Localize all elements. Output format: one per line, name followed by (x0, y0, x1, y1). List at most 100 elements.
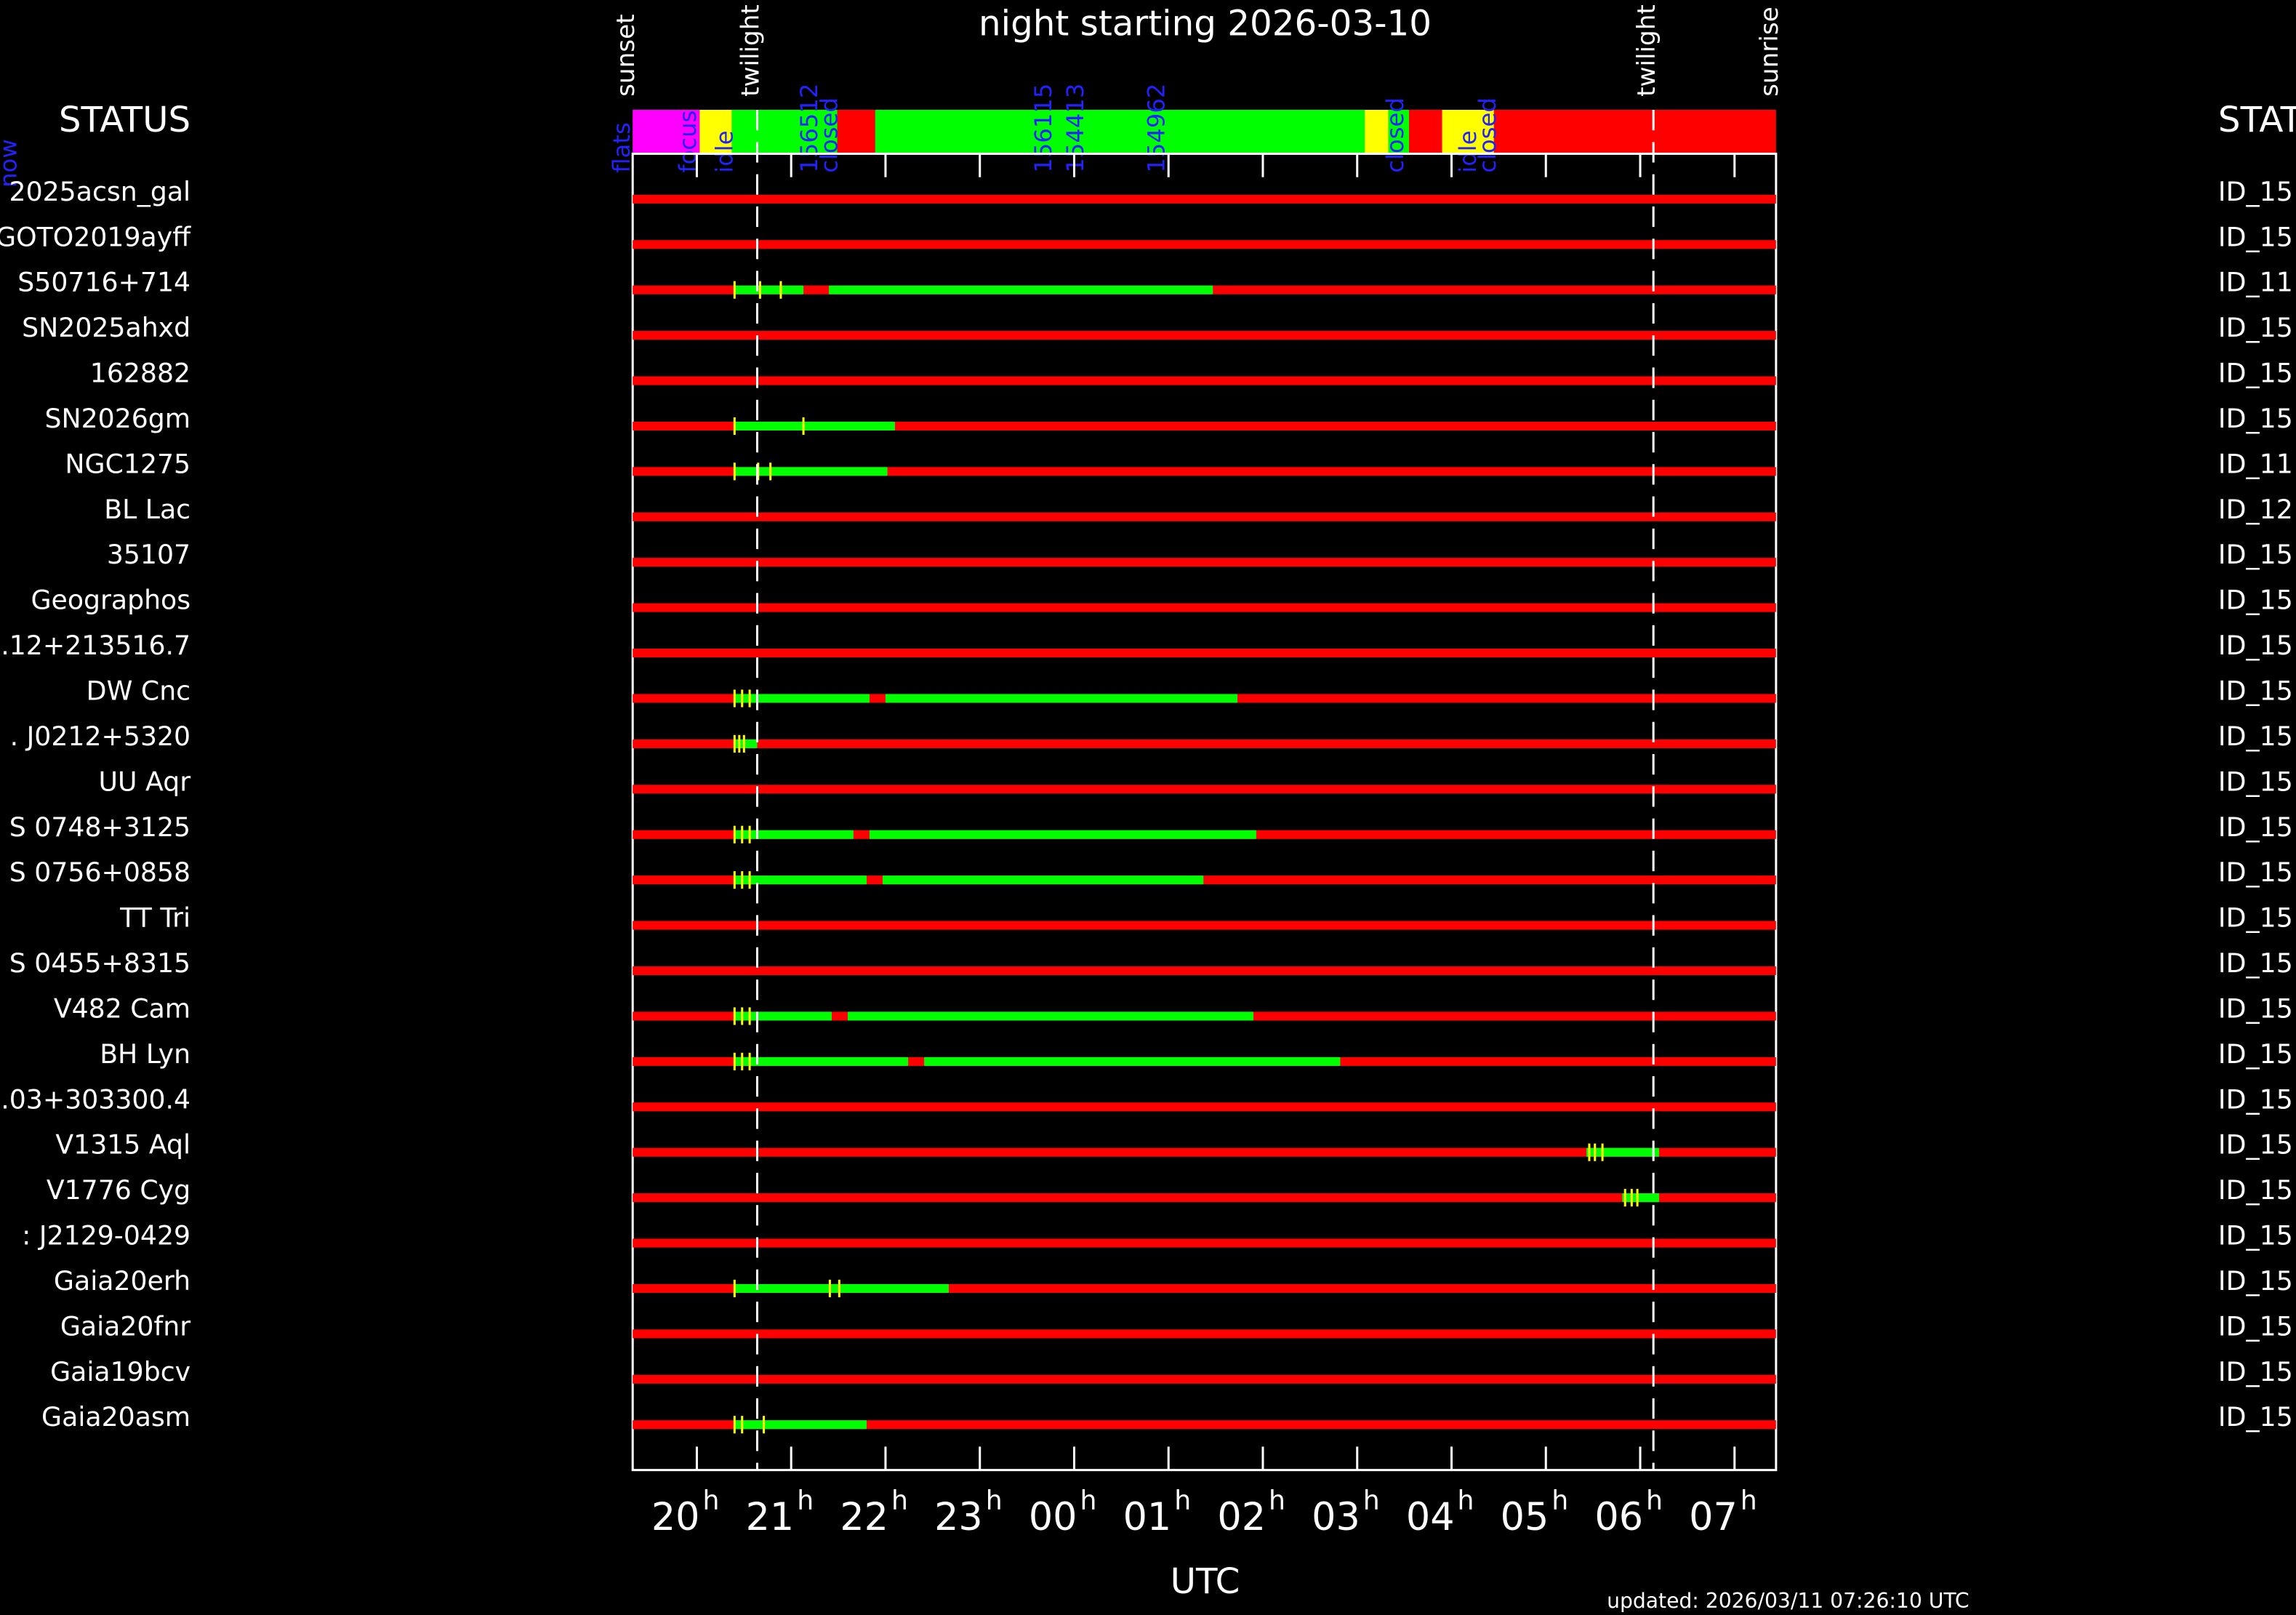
status-label: closed (1474, 97, 1501, 172)
unscheduled-bar (633, 1147, 1776, 1157)
target-id: ID_15 (2218, 1083, 2293, 1115)
target-name: Gaia20asm (41, 1401, 190, 1432)
unscheduled-bar (633, 194, 1776, 204)
unscheduled-bar (633, 1193, 1776, 1203)
target-name: S50716+714 (17, 267, 190, 298)
target-id: ID_15 (2218, 1038, 2293, 1070)
unscheduled-bar (633, 966, 1776, 976)
scheduled-segment (734, 875, 867, 885)
target-id: ID_15 (2218, 902, 2293, 934)
event-label: sunrise (1755, 7, 1784, 97)
target-id: ID_15 (2218, 403, 2293, 434)
target-name: .12+213516.7 (1, 630, 190, 661)
target-id: ID_15 (2218, 1220, 2293, 1251)
target-name: 162882 (90, 358, 190, 389)
scheduled-segment (734, 285, 804, 294)
target-name: 2025acsn_gal (9, 176, 191, 207)
x-tick-unit: h (797, 1485, 814, 1516)
target-name: . J0212+5320 (10, 721, 191, 752)
unscheduled-bar (633, 1238, 1776, 1248)
x-tick-label: 22 (840, 1495, 888, 1539)
scheduled-segment (1586, 1147, 1659, 1157)
scheduled-segment (885, 694, 1237, 703)
status-segment (633, 110, 700, 154)
x-tick-unit: h (1174, 1485, 1191, 1516)
status-header: STATUS (59, 100, 190, 140)
target-id: ID_11 (2218, 267, 2293, 298)
status-label: closed (1381, 97, 1409, 172)
status-label: closed (815, 97, 843, 172)
x-tick-label: 07 (1689, 1495, 1738, 1539)
target-id: ID_15 (2218, 1129, 2293, 1161)
scheduled-segment (734, 694, 870, 703)
scheduled-segment (848, 1011, 1253, 1021)
target-name: S 0756+0858 (9, 857, 190, 888)
target-id: ID_15 (2218, 721, 2293, 752)
target-id: ID_15 (2218, 539, 2293, 570)
x-tick-unit: h (1458, 1485, 1474, 1516)
status-segment (837, 110, 875, 154)
status-label: idle (1454, 130, 1482, 172)
scheduled-segment (734, 1057, 909, 1066)
target-name: S 0455+8315 (9, 947, 190, 979)
target-name: V1776 Cyg (47, 1174, 190, 1206)
status-segment (1493, 110, 1776, 154)
target-id: ID_15 (2218, 176, 2293, 207)
updated-label: updated: 2026/03/11 07:26:10 UTC (1607, 1589, 1970, 1613)
scheduled-segment (734, 1420, 867, 1430)
target-name: GOTO2019ayff (0, 221, 191, 252)
unscheduled-bar (633, 1329, 1776, 1339)
scheduled-segment (883, 875, 1204, 885)
unscheduled-bar (633, 1102, 1776, 1112)
target-name: V482 Cam (54, 993, 190, 1024)
unscheduled-bar (633, 240, 1776, 249)
target-name: Gaia20fnr (60, 1310, 190, 1342)
target-name: BH Lyn (100, 1038, 190, 1070)
x-tick-unit: h (1080, 1485, 1097, 1516)
x-tick-unit: h (1363, 1485, 1380, 1516)
status-label: 154413 (1061, 84, 1089, 173)
x-tick-unit: h (1646, 1485, 1663, 1516)
unscheduled-bar (633, 1420, 1776, 1430)
status-segment (1409, 110, 1442, 154)
now-label: now (0, 139, 22, 187)
target-name: DW Cnc (87, 676, 190, 707)
status-segment (699, 110, 732, 154)
status-segment (1442, 110, 1494, 154)
target-name: SN2025ahxd (22, 312, 190, 343)
target-id: ID_15 (2218, 1174, 2293, 1206)
target-id: ID_15 (2218, 811, 2293, 843)
target-name: UU Aqr (98, 766, 190, 797)
target-id: ID_15 (2218, 1310, 2293, 1342)
scheduled-segment (1622, 1193, 1659, 1203)
target-name: SN2026gm (44, 403, 190, 434)
scheduled-segment (869, 830, 1256, 839)
target-name: Gaia20erh (54, 1265, 190, 1297)
target-id: ID_15 (2218, 630, 2293, 661)
x-axis-label: UTC (1171, 1561, 1240, 1602)
target-name: TT Tri (119, 902, 190, 934)
x-tick-unit: h (1552, 1485, 1568, 1516)
target-id: ID_15 (2218, 857, 2293, 888)
target-name: NGC1275 (65, 448, 190, 479)
target-name: .03+303300.4 (1, 1083, 190, 1115)
target-name: Geographos (31, 585, 190, 616)
target-id: ID_15 (2218, 585, 2293, 616)
unscheduled-bar (633, 649, 1776, 658)
status-label: 156115 (1029, 84, 1057, 173)
scheduled-segment (734, 739, 758, 748)
x-tick-unit: h (1269, 1485, 1285, 1516)
status-label: idle (710, 130, 738, 172)
status-segment (731, 110, 838, 154)
status-segment (1365, 110, 1389, 154)
target-id: ID_15 (2218, 1401, 2293, 1432)
status-label: 154962 (1143, 84, 1171, 173)
scheduled-segment (734, 1011, 832, 1021)
target-id: ID_15 (2218, 676, 2293, 707)
x-tick-label: 04 (1406, 1495, 1455, 1539)
status-label: flats (608, 122, 635, 172)
x-tick-label: 21 (746, 1495, 795, 1539)
scheduled-segment (829, 285, 1213, 294)
x-tick-label: 20 (651, 1495, 700, 1539)
